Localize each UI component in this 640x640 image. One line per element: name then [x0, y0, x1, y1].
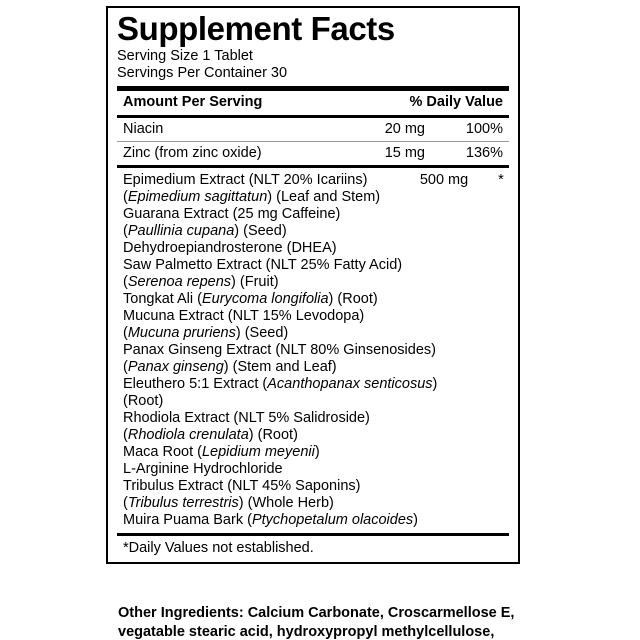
blend-ingredient-line: Tongkat Ali (Eurycoma longifolia) (Root)	[123, 291, 509, 308]
ingredient-text: Guarana Extract (25 mg Caffeine)	[123, 206, 341, 222]
ingredient-part-text: ) (Root)	[248, 427, 298, 443]
proprietary-blend-block: Epimedium Extract (NLT 20% Icariins) (Epi…	[117, 168, 509, 533]
botanical-name: Paullinia cupana	[127, 223, 235, 239]
blend-ingredient-line: Eleuthero 5:1 Extract (Acanthopanax sent…	[123, 376, 509, 393]
botanical-name: Panax ginseng	[127, 359, 224, 375]
botanical-name: Lepidium meyenii	[201, 444, 315, 460]
other-ingredients-block: Other Ingredients: Calcium Carbonate, Cr…	[118, 604, 538, 640]
ingredient-text: (	[123, 274, 128, 290]
serving-size-text: Serving Size 1 Tablet	[117, 48, 253, 64]
rule-under-nutrients	[117, 165, 509, 168]
blend-ingredient-line: (Tribulus terrestris) (Whole Herb)	[123, 495, 509, 512]
blend-ingredient-line: (Root)	[123, 393, 509, 410]
ingredient-text: Tribulus Extract (NLT 45% Saponins)	[123, 478, 361, 494]
nutrient-daily-value: 100%	[465, 121, 503, 137]
ingredient-text: Saw Palmetto Extract (NLT 25% Fatty Acid…	[123, 257, 403, 273]
botanical-name: Epimedium sagittatun	[127, 189, 268, 205]
ingredient-text: (	[123, 495, 128, 511]
blend-ingredient-line: Maca Root (Lepidium meyenii)	[123, 444, 509, 461]
blend-ingredient-line: (Paullinia cupana) (Seed)	[123, 223, 509, 240]
ingredient-part-text: )	[432, 376, 438, 392]
ingredient-part-text: )	[413, 512, 418, 528]
ingredient-text: (Root)	[123, 393, 164, 409]
ingredient-text: Tongkat Ali (	[123, 291, 202, 307]
rule-between-nutrients	[117, 141, 509, 142]
ingredient-part-text: )	[314, 444, 320, 460]
ingredient-part-text: ) (Leaf and Stem)	[267, 189, 381, 205]
rule-under-servings	[117, 86, 509, 91]
ingredient-part-text: ) (Seed)	[235, 325, 289, 341]
servings-per-container-text: Servings Per Container 30	[117, 65, 288, 81]
ingredient-text: Eleuthero 5:1 Extract (	[123, 376, 268, 392]
ingredient-text: (	[123, 359, 128, 375]
rule-under-table-header	[117, 115, 509, 118]
nutrient-name: Zinc (from zinc oxide)	[123, 145, 262, 161]
ingredient-text: L-Arginine Hydrochloride	[123, 461, 283, 477]
blend-ingredient-line: Tribulus Extract (NLT 45% Saponins)	[123, 478, 509, 495]
blend-amount: 500 mg	[419, 172, 469, 188]
ingredient-text: (	[123, 223, 128, 239]
ingredient-text: Epimedium Extract (NLT 20% Icariins)	[123, 172, 368, 188]
rule-above-footnote	[117, 533, 509, 536]
ingredient-text: (	[123, 325, 128, 341]
blend-ingredient-line: Mucuna Extract (NLT 15% Levodopa)	[123, 308, 509, 325]
page-title: Supplement Facts	[117, 10, 395, 47]
blend-ingredient-line: Dehydroepiandrosterone (DHEA)	[123, 240, 509, 257]
botanical-name: Tribulus terrestris	[127, 495, 239, 511]
ingredient-text: Rhodiola Extract (NLT 5% Salidroside)	[123, 410, 370, 426]
ingredient-text: Dehydroepiandrosterone (DHEA)	[123, 240, 337, 256]
botanical-name: Rhodiola crenulata	[127, 427, 249, 443]
ingredient-part-text: ) (Root)	[328, 291, 378, 307]
blend-ingredient-line: Muira Puama Bark (Ptychopetalum olacoide…	[123, 512, 509, 529]
botanical-name: Ptychopetalum olacoides	[251, 512, 414, 528]
ingredient-text: Panax Ginseng Extract (NLT 80% Ginsenosi…	[123, 342, 436, 358]
blend-ingredient-line: L-Arginine Hydrochloride	[123, 461, 509, 478]
blend-ingredient-line: Saw Palmetto Extract (NLT 25% Fatty Acid…	[123, 257, 509, 274]
blend-ingredient-line: (Panax ginseng) (Stem and Leaf)	[123, 359, 509, 376]
other-ingredients-line: vegatable stearic acid, hydroxypropyl me…	[118, 623, 495, 640]
blend-ingredient-line: Panax Ginseng Extract (NLT 80% Ginsenosi…	[123, 342, 509, 359]
ingredient-text: Mucuna Extract (NLT 15% Levodopa)	[123, 308, 365, 324]
blend-ingredient-line: (Mucuna pruriens) (Seed)	[123, 325, 509, 342]
ingredient-text: (	[123, 427, 128, 443]
blend-ingredient-line: (Rhodiola crenulata) (Root)	[123, 427, 509, 444]
percent-daily-value-header: % Daily Value	[409, 94, 504, 110]
ingredient-part-text: ) (Whole Herb)	[238, 495, 334, 511]
other-ingredients-line: Other Ingredients: Calcium Carbonate, Cr…	[118, 605, 515, 621]
table-row: Zinc (from zinc oxide) 15 mg 136%	[117, 142, 509, 165]
ingredient-part-text: ) (Seed)	[234, 223, 287, 239]
amount-per-serving-header: Amount Per Serving	[123, 94, 263, 110]
blend-daily-value: *	[498, 172, 504, 188]
botanical-name: Mucuna pruriens	[127, 325, 236, 341]
supplement-facts-panel: Supplement Facts Serving Size 1 Tablet S…	[106, 6, 520, 564]
blend-ingredient-line: Epimedium Extract (NLT 20% Icariins)	[123, 172, 509, 189]
nutrient-amount: 20 mg	[384, 121, 425, 137]
ingredient-text: (	[123, 189, 128, 205]
daily-value-footnote: *Daily Values not established.	[123, 540, 314, 556]
ingredient-text: Maca Root (	[123, 444, 202, 460]
blend-ingredient-line: (Serenoa repens) (Fruit)	[123, 274, 509, 291]
table-row: Niacin 20 mg 100%	[117, 118, 509, 141]
table-header-row: Amount Per Serving % Daily Value	[117, 91, 509, 115]
nutrient-amount: 15 mg	[384, 145, 425, 161]
ingredient-text: Muira Puama Bark (	[123, 512, 252, 528]
ingredient-part-text: ) (Fruit)	[231, 274, 279, 290]
botanical-name: Eurycoma longifolia	[202, 291, 329, 307]
blend-ingredient-line: Guarana Extract (25 mg Caffeine)	[123, 206, 509, 223]
blend-ingredient-list: Epimedium Extract (NLT 20% Icariins) (Epi…	[123, 172, 509, 529]
ingredient-part-text: ) (Stem and Leaf)	[223, 359, 337, 375]
nutrient-name: Niacin	[123, 121, 164, 137]
botanical-name: Acanthopanax senticosus	[267, 376, 433, 392]
blend-ingredient-line: (Epimedium sagittatun) (Leaf and Stem)	[123, 189, 509, 206]
botanical-name: Serenoa repens	[127, 274, 232, 290]
nutrient-daily-value: 136%	[465, 145, 503, 161]
blend-ingredient-line: Rhodiola Extract (NLT 5% Salidroside)	[123, 410, 509, 427]
